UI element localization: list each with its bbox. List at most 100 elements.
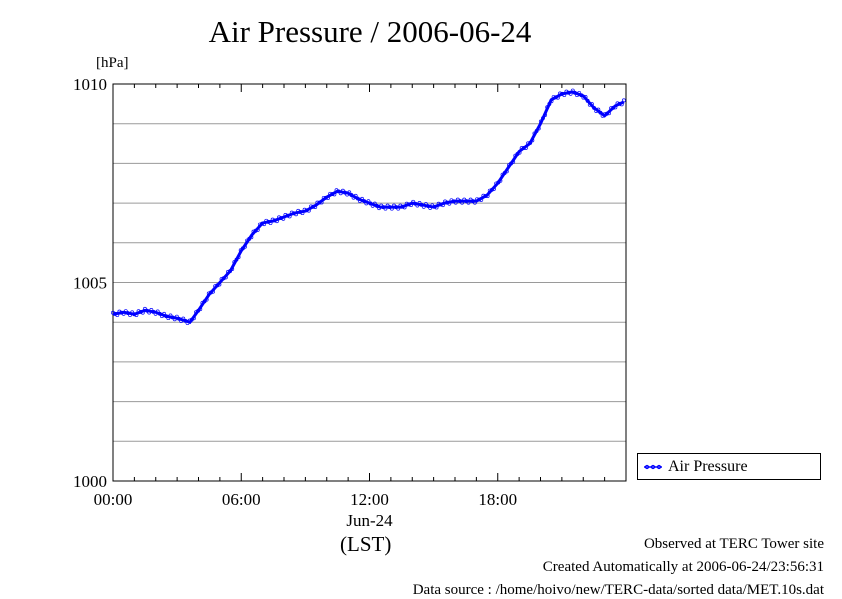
y-tick-label: 1000 [73, 472, 107, 491]
data-point [181, 316, 186, 321]
data-point [400, 204, 405, 209]
data-point [589, 102, 594, 107]
data-point [206, 291, 211, 296]
data-point [421, 204, 426, 209]
data-point [243, 244, 247, 249]
data-point [555, 95, 560, 100]
data-point [306, 208, 311, 213]
data-point [434, 205, 439, 210]
data-point [219, 277, 224, 282]
data-point [551, 95, 556, 99]
data-point [134, 313, 139, 317]
data-point [449, 198, 454, 203]
data-point [360, 196, 364, 201]
data-point [428, 205, 433, 210]
data-point [311, 204, 316, 209]
data-point [185, 320, 190, 325]
data-point [151, 309, 156, 314]
data-point [585, 98, 590, 103]
data-point [287, 214, 292, 219]
data-point [319, 200, 324, 205]
data-point [317, 200, 322, 205]
data-point [477, 197, 482, 202]
data-point [440, 203, 445, 208]
data-point [519, 146, 524, 151]
data-point [413, 201, 418, 206]
data-point [383, 206, 388, 211]
data-point [270, 217, 275, 222]
data-point [619, 102, 624, 107]
data-point [217, 282, 222, 287]
data-point [466, 200, 471, 205]
data-point [313, 205, 318, 210]
data-point [498, 178, 503, 183]
data-point [345, 192, 350, 197]
data-point [279, 216, 284, 221]
data-point [374, 203, 379, 208]
data-point [587, 102, 592, 107]
data-point [617, 101, 622, 106]
data-point [153, 311, 158, 316]
data-point [423, 202, 428, 207]
data-point [208, 290, 213, 295]
data-point [453, 200, 458, 205]
data-point [396, 206, 401, 211]
data-point [234, 257, 239, 262]
data-point [570, 88, 575, 93]
data-point [132, 312, 137, 317]
data-point [164, 314, 169, 319]
data-point [309, 204, 313, 209]
data-point [481, 193, 486, 198]
data-point [296, 208, 301, 213]
data-point [249, 235, 254, 240]
data-point [479, 197, 484, 202]
data-point [168, 313, 173, 318]
data-point [326, 196, 330, 200]
data-point [223, 275, 228, 280]
data-point [121, 311, 126, 316]
data-point [340, 188, 345, 193]
data-point [236, 255, 241, 260]
x-axis-label: (LST) [340, 532, 392, 556]
data-point [607, 111, 611, 116]
data-point [575, 93, 579, 98]
data-point [436, 201, 441, 206]
x-tick-label: 12:00 [350, 490, 389, 509]
data-point [370, 203, 375, 208]
data-point [592, 105, 597, 110]
data-point [530, 138, 535, 143]
data-point [172, 317, 177, 322]
data-point [336, 189, 341, 194]
data-point [547, 101, 552, 106]
data-point [191, 316, 196, 321]
data-point [558, 91, 562, 96]
y-axis-unit-label: [hPa] [96, 55, 129, 71]
data-point [611, 105, 616, 110]
data-point [523, 145, 528, 150]
y-tick-label: 1010 [73, 75, 107, 94]
data-point [564, 89, 569, 94]
data-point [147, 310, 152, 315]
data-point [579, 93, 584, 98]
data-point [253, 228, 258, 233]
data-point [302, 207, 307, 212]
data-point [406, 202, 411, 207]
data-point [389, 206, 394, 211]
x-tick-label: 18:00 [478, 490, 517, 509]
data-point [445, 200, 450, 205]
data-point [123, 309, 128, 314]
legend: Air Pressure [637, 453, 821, 480]
data-point [485, 194, 490, 198]
data-point [300, 211, 305, 216]
data-point [404, 201, 409, 206]
data-point [330, 192, 335, 197]
data-source-note: Data source : /home/hoivo/new/TERC-data/… [412, 582, 824, 598]
data-point [187, 318, 192, 323]
data-point [251, 229, 256, 234]
data-point [377, 206, 382, 211]
data-point [596, 107, 601, 112]
data-point [598, 110, 603, 115]
data-point [347, 190, 352, 195]
data-point [272, 218, 277, 223]
